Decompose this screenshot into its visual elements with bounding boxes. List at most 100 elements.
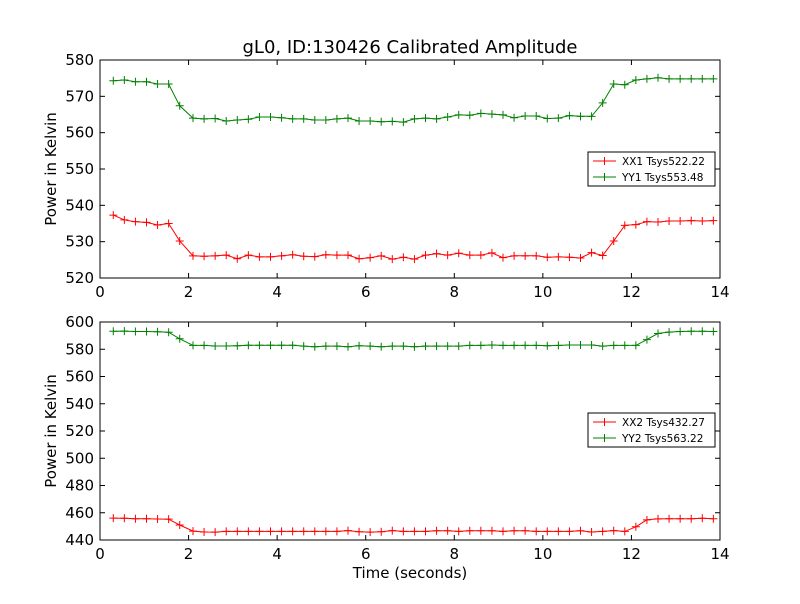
legend-marker — [600, 173, 609, 181]
data-point — [109, 76, 118, 85]
data-point — [620, 221, 629, 230]
data-point — [189, 341, 197, 350]
x-tick-label: 8 — [450, 545, 460, 563]
y-tick-label: 550 — [65, 160, 94, 178]
subplot-1: 0 2 4 6 8 10 12 14 520 530 540 550 560 570 580 Power in… — [42, 51, 730, 301]
data-point — [532, 251, 541, 260]
data-point — [200, 527, 209, 536]
data-point — [222, 527, 231, 536]
data-point — [487, 341, 496, 350]
data-point — [521, 526, 530, 535]
chart-title: gL0, ID:130426 Calibrated Amplitude — [243, 37, 578, 58]
data-point — [443, 342, 452, 351]
data-point — [421, 251, 430, 260]
data-point — [233, 115, 242, 124]
x-tick-label: 6 — [361, 545, 371, 563]
data-point — [609, 341, 618, 350]
data-point — [421, 527, 430, 536]
data-point — [233, 254, 242, 263]
data-point — [443, 526, 452, 535]
data-point — [521, 341, 530, 350]
data-point — [654, 218, 662, 227]
data-point — [131, 514, 140, 523]
data-point — [388, 526, 397, 535]
y-tick-label: 520 — [65, 422, 94, 440]
x-tick-label: 2 — [184, 283, 194, 301]
data-point — [332, 114, 341, 123]
data-point — [321, 250, 330, 259]
data-point — [554, 527, 563, 536]
data-point — [665, 74, 674, 83]
data-point — [676, 514, 685, 523]
data-point — [576, 254, 585, 263]
data-point — [587, 112, 596, 121]
data-point — [709, 514, 718, 523]
data-point — [222, 341, 231, 350]
data-point — [310, 115, 319, 124]
data-point — [631, 341, 640, 350]
data-point — [388, 117, 397, 126]
data-point — [344, 251, 352, 260]
data-point — [676, 74, 685, 83]
data-point — [399, 527, 408, 536]
y-tick-label: 560 — [65, 368, 94, 386]
legend-1: XX1 Tsys522.22 YY1 Tsys553.48 — [587, 151, 716, 187]
data-point — [255, 341, 264, 350]
data-point — [521, 251, 530, 260]
data-point — [288, 341, 297, 350]
x-tick-label: 12 — [622, 283, 641, 301]
data-point — [266, 341, 275, 350]
data-point — [421, 114, 430, 123]
data-point — [377, 342, 386, 351]
data-point — [676, 327, 685, 336]
data-point — [399, 118, 408, 127]
data-point — [175, 521, 184, 530]
data-point — [310, 342, 319, 351]
data-point — [487, 110, 496, 119]
x-tick-label: 12 — [622, 545, 641, 563]
data-point — [676, 216, 685, 225]
y-tick-label: 580 — [65, 51, 94, 69]
y-tick-label: 530 — [65, 233, 94, 251]
data-point — [142, 218, 151, 227]
data-point — [142, 514, 151, 523]
y-tick-label: 570 — [65, 87, 94, 105]
data-point — [443, 251, 452, 260]
data-point — [288, 114, 297, 123]
data-point — [521, 111, 530, 120]
data-point — [344, 114, 352, 123]
data-point — [454, 249, 463, 258]
data-point — [709, 74, 718, 83]
y-axis-label-2: Power in Kelvin — [42, 374, 60, 488]
y-tick-label: 540 — [65, 196, 94, 214]
y-tick-label: 500 — [65, 449, 94, 467]
data-point — [255, 113, 264, 122]
data-point — [153, 220, 162, 229]
x-tick-label: 2 — [184, 545, 194, 563]
data-point — [499, 527, 507, 536]
data-point — [687, 74, 696, 83]
data-point — [355, 254, 364, 263]
x-tick-label: 8 — [450, 283, 460, 301]
data-point — [377, 527, 386, 536]
data-point — [654, 514, 662, 523]
data-point — [175, 236, 184, 245]
data-point — [532, 111, 541, 120]
data-point — [175, 101, 184, 110]
data-point — [399, 342, 408, 351]
data-point — [609, 236, 618, 245]
data-point — [255, 527, 264, 536]
data-point — [131, 77, 140, 86]
data-point — [487, 248, 496, 257]
data-point — [554, 341, 563, 350]
data-point — [454, 342, 463, 351]
data-point — [164, 79, 173, 88]
data-point — [321, 527, 330, 536]
legend-marker — [600, 157, 609, 165]
x-tick-label: 0 — [95, 283, 105, 301]
data-point — [609, 79, 618, 88]
data-point — [654, 329, 662, 338]
data-point — [211, 528, 220, 537]
data-point — [698, 327, 707, 336]
